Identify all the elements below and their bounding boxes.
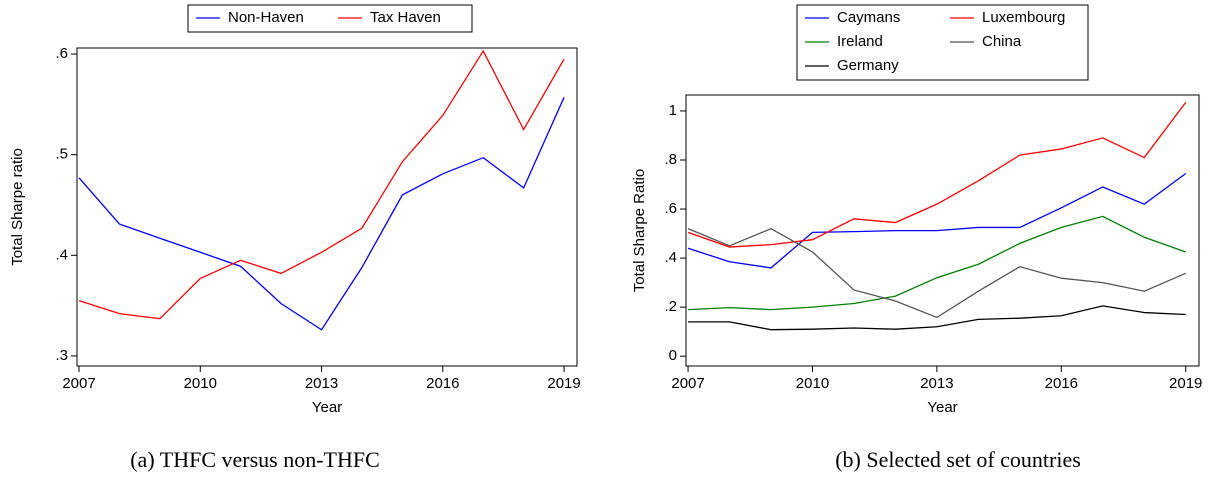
series-line xyxy=(687,227,1186,319)
y-tick-label: .4 xyxy=(55,246,68,263)
y-tick-label: .8 xyxy=(664,151,677,168)
legend-label: Tax Haven xyxy=(370,9,441,26)
x-tick-label: 2007 xyxy=(671,375,704,392)
series-line xyxy=(78,49,565,320)
x-tick-label: 2013 xyxy=(305,375,338,392)
legend-label: China xyxy=(982,33,1022,50)
y-axis-label: Total Sharpe Ratio xyxy=(631,169,648,292)
series-line xyxy=(687,172,1187,269)
plot-frame xyxy=(76,47,578,367)
series-line xyxy=(78,97,565,331)
series-line xyxy=(687,101,1187,248)
x-tick-label: 2010 xyxy=(796,375,829,392)
y-tick-label: 0 xyxy=(669,347,677,364)
caption: (b) Selected set of countries xyxy=(835,447,1081,472)
plot-frame xyxy=(685,94,1200,367)
x-tick-label: 2013 xyxy=(920,375,953,392)
x-tick-label: 2007 xyxy=(62,375,95,392)
caption: (a) THFC versus non-THFC xyxy=(130,447,380,472)
y-tick-label: .6 xyxy=(55,45,68,62)
y-tick-label: 1 xyxy=(669,102,677,119)
legend-box xyxy=(796,4,1089,81)
x-tick-label: 2019 xyxy=(1169,375,1202,392)
series-line xyxy=(688,215,1186,311)
y-tick-label: .6 xyxy=(664,200,677,217)
x-axis-label: Year xyxy=(312,399,342,416)
legend-label: Ireland xyxy=(837,33,883,50)
legend-label: Caymans xyxy=(837,9,900,26)
legend-label: Luxembourg xyxy=(982,9,1065,26)
legend-label: Germany xyxy=(837,57,899,74)
x-tick-label: 2016 xyxy=(1045,375,1078,392)
x-axis-label: Year xyxy=(927,399,957,416)
y-tick-label: .5 xyxy=(55,146,68,163)
legend-label: Non-Haven xyxy=(228,9,304,26)
y-tick-label: .3 xyxy=(55,347,68,364)
y-tick-label: .2 xyxy=(664,298,677,315)
series-line xyxy=(688,305,1186,331)
y-tick-label: .4 xyxy=(664,249,677,266)
y-axis-label: Total Sharpe ratio xyxy=(9,148,26,266)
legend-box xyxy=(187,4,473,33)
x-tick-label: 2019 xyxy=(547,375,580,392)
x-tick-label: 2010 xyxy=(184,375,217,392)
x-tick-label: 2016 xyxy=(426,375,459,392)
